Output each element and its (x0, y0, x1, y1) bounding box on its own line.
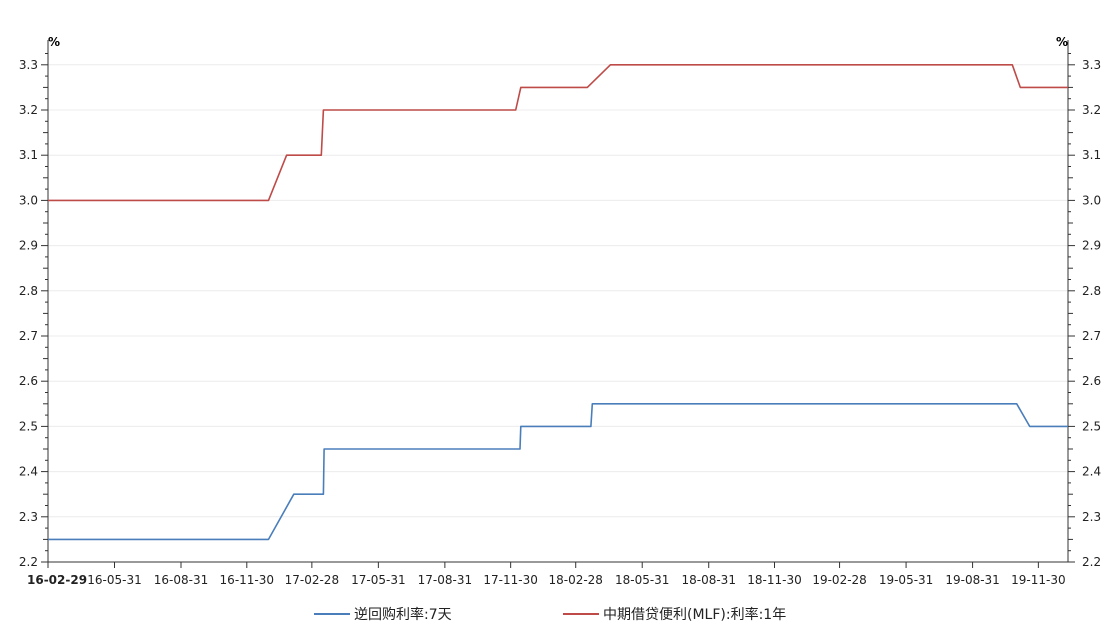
axes: 2.2 2.2 2.3 2.3 2.4 2.4 2.5 2.5 2.6 2.6 2.7 2.7 2.8 2… (19, 40, 1101, 587)
x-tick-label: 17-05-31 (351, 573, 405, 587)
y-tick-label-right: 2.8 (1082, 284, 1101, 298)
y-tick-label-right: 3.0 (1082, 193, 1101, 207)
y-tick-label-right: 2.5 (1082, 419, 1101, 433)
y-tick-label-left: 2.9 (19, 239, 38, 253)
y-tick-label-left: 2.5 (19, 419, 38, 433)
y-tick-label-right: 2.6 (1082, 374, 1101, 388)
y-tick-label-right: 3.3 (1082, 58, 1101, 72)
y-tick-label-left: 3.2 (19, 103, 38, 117)
legend-item-mlf: 中期借贷便利(MLF):利率:1年 (563, 600, 786, 628)
x-tick-label: 17-02-28 (285, 573, 339, 587)
y-tick-label-right: 2.4 (1082, 465, 1101, 479)
x-tick-label: 16-11-30 (220, 573, 274, 587)
x-tick-label: 18-08-31 (681, 573, 735, 587)
legend-swatch-mlf (563, 613, 599, 615)
x-tick-label: 19-08-31 (945, 573, 999, 587)
y-tick-label-right: 2.9 (1082, 239, 1101, 253)
y-tick-label-left: 3.3 (19, 58, 38, 72)
y-tick-label-left: 2.8 (19, 284, 38, 298)
x-tick-label: 18-05-31 (615, 573, 669, 587)
y-tick-label-right: 2.7 (1082, 329, 1101, 343)
y-tick-label-left: 2.3 (19, 510, 38, 524)
y-tick-label-left: 2.2 (19, 555, 38, 569)
y-tick-label-right: 2.2 (1082, 555, 1101, 569)
x-tick-label: 16-08-31 (154, 573, 208, 587)
legend-label-reverse-repo: 逆回购利率:7天 (354, 607, 452, 623)
gridlines (48, 64, 1068, 518)
legend: 逆回购利率:7天 中期借贷便利(MLF):利率:1年 (0, 600, 1115, 628)
y-tick-label-right: 3.2 (1082, 103, 1101, 117)
x-tick-label: 18-11-30 (747, 573, 801, 587)
x-tick-label: 17-08-31 (418, 573, 472, 587)
x-tick-label: 16-02-29 (27, 573, 87, 587)
x-tick-label: 19-05-31 (879, 573, 933, 587)
y-tick-label-left: 2.7 (19, 329, 38, 343)
y-tick-label-right: 2.3 (1082, 510, 1101, 524)
x-tick-label: 19-11-30 (1011, 573, 1065, 587)
line-chart: 2.2 2.2 2.3 2.3 2.4 2.4 2.5 2.5 2.6 2.6 2.7 2.7 2.8 2… (19, 35, 1101, 587)
series-line-mlf (48, 64, 1068, 202)
series-line-reverse-repo (48, 402, 1068, 541)
legend-item-reverse-repo: 逆回购利率:7天 (314, 600, 452, 628)
y-tick-label-left: 3.1 (19, 148, 38, 162)
x-tick-label: 18-02-28 (548, 573, 602, 587)
y-tick-label-left: 3.0 (19, 193, 38, 207)
legend-swatch-reverse-repo (314, 613, 350, 615)
series-lines (48, 64, 1068, 541)
y-axis-unit-right: % (1056, 35, 1068, 49)
x-tick-label: 17-11-30 (483, 573, 537, 587)
x-tick-label: 16-05-31 (87, 573, 141, 587)
legend-label-mlf: 中期借贷便利(MLF):利率:1年 (603, 607, 787, 623)
y-tick-label-left: 2.4 (19, 465, 38, 479)
x-tick-label: 19-02-28 (812, 573, 866, 587)
y-tick-label-right: 3.1 (1082, 148, 1101, 162)
y-tick-label-left: 2.6 (19, 374, 38, 388)
y-axis-unit-left: % (48, 35, 60, 49)
